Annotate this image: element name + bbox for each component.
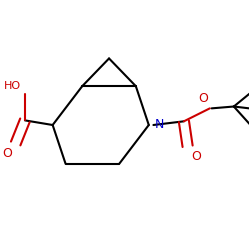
Text: O: O: [198, 92, 208, 105]
Text: N: N: [154, 118, 164, 132]
Text: O: O: [191, 150, 201, 163]
Text: O: O: [2, 147, 12, 160]
Text: HO: HO: [4, 81, 21, 91]
